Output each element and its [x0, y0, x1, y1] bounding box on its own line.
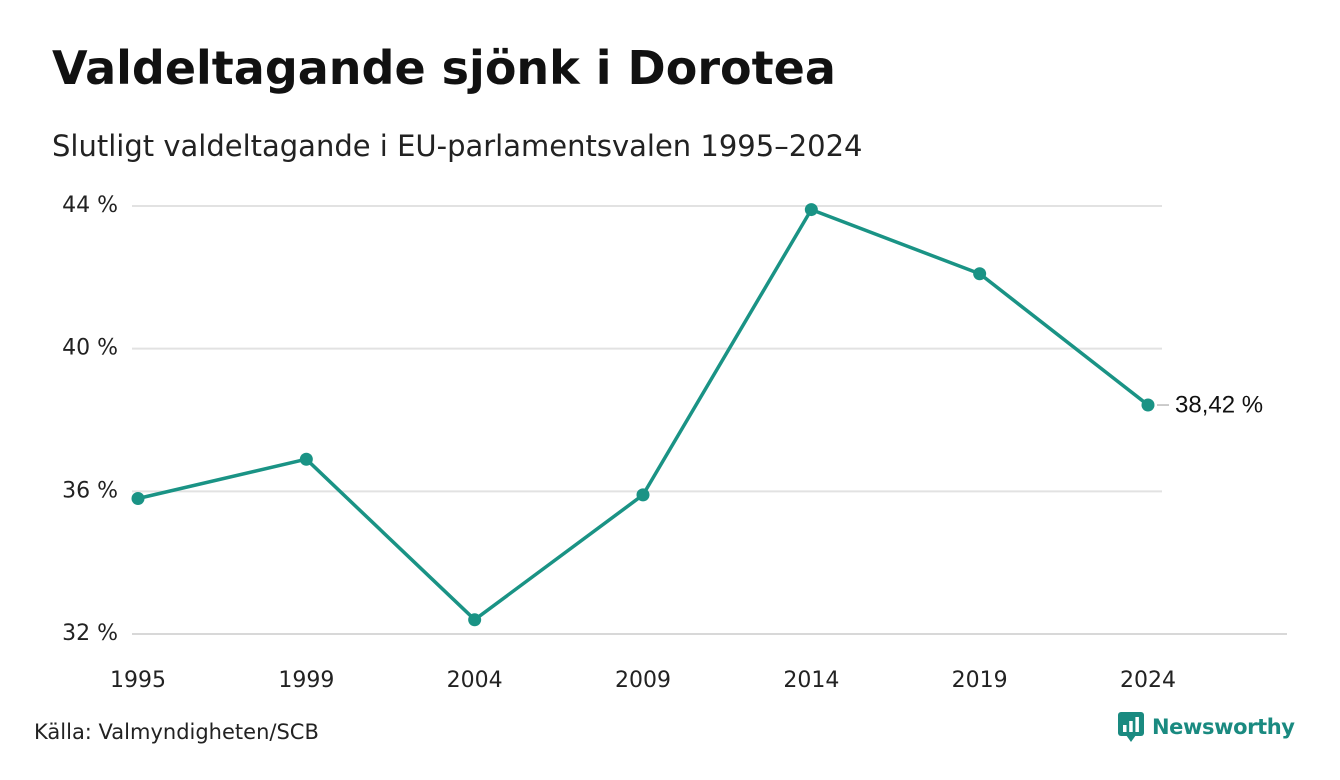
newsworthy-logo-icon [1118, 712, 1144, 742]
x-tick-label: 2024 [1120, 668, 1176, 693]
brand-name: Newsworthy [1152, 715, 1295, 739]
y-axis-labels: 32 % 36 % 40 % 44 % [62, 193, 118, 646]
chart-subtitle: Slutligt valdeltagande i EU-parlamentsva… [52, 129, 863, 163]
brand-logo: Newsworthy [1118, 712, 1295, 742]
data-point [804, 203, 818, 217]
x-tick-label: 2014 [783, 668, 839, 693]
x-tick-label: 1999 [278, 668, 334, 693]
end-value-label: 38,42 % [1175, 391, 1263, 418]
data-point [636, 488, 650, 502]
series-line [136, 207, 1150, 622]
chart-title: Valdeltagande sjönk i Dorotea [52, 41, 836, 95]
x-tick-label: 1995 [110, 668, 166, 693]
gridlines [132, 205, 1287, 635]
data-point [973, 267, 987, 281]
x-axis-labels: 1995 1999 2004 2009 2014 2019 2024 [110, 668, 1176, 693]
data-point [131, 491, 145, 505]
y-tick-label: 44 % [62, 193, 118, 218]
y-tick-label: 32 % [62, 621, 118, 646]
x-tick-label: 2004 [447, 668, 503, 693]
data-point [1141, 398, 1155, 412]
source-note: Källa: Valmyndigheten/SCB [34, 720, 319, 744]
data-points [131, 203, 1155, 627]
y-tick-label: 36 % [62, 478, 118, 503]
y-tick-label: 40 % [62, 336, 118, 361]
data-point [468, 613, 482, 627]
line-chart: 32 % 36 % 40 % 44 % 1995 1999 2004 2009 2014 201… [62, 193, 1287, 693]
x-tick-label: 2009 [615, 668, 671, 693]
x-tick-label: 2019 [952, 668, 1008, 693]
data-point [299, 452, 313, 466]
